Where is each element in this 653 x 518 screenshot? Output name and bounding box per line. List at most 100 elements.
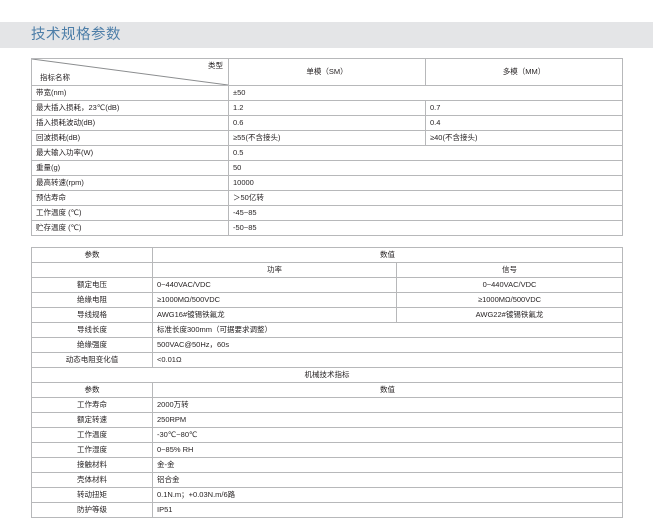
row-label: 转动扭矩 [31, 487, 153, 503]
row-value-power: AWG16#镀锡铁氟龙 [152, 307, 397, 323]
table-row: 额定电压 0~440VAC/VDC 0~440VAC/VDC [31, 277, 623, 293]
row-value-span: <0.01Ω [152, 352, 623, 368]
diagonal-header-cell: 类型 指标名称 [31, 58, 229, 86]
row-value-span: -30℃~80℃ [152, 427, 623, 443]
table-row: 预估寿命 ＞50亿转 [31, 190, 623, 206]
row-value-signal: 0~440VAC/VDC [396, 277, 623, 293]
row-label: 工作温度 (℃) [31, 205, 229, 221]
mech-header-value: 数值 [152, 382, 623, 398]
header-value: 数值 [152, 247, 623, 263]
row-value-signal: AWG22#镀锡铁氟龙 [396, 307, 623, 323]
table-row: 壳体材料 铝合金 [31, 472, 623, 488]
table-row: 接触材料 金-金 [31, 457, 623, 473]
row-label: 回波损耗(dB) [31, 130, 229, 146]
row-label: 最大输入功率(W) [31, 145, 229, 161]
row-label: 额定电压 [31, 277, 153, 293]
row-value-span: ±50 [228, 85, 623, 101]
row-value-span: 2000万转 [152, 397, 623, 413]
row-label: 绝缘强度 [31, 337, 153, 353]
mech-header-param: 参数 [31, 382, 153, 398]
optical-spec-table: 类型 指标名称 单模（SM） 多模（MM） 带宽(nm) ±50 最大插入损耗，… [31, 58, 623, 236]
table-row: 绝缘强度 500VAC@50Hz，60s [31, 337, 623, 353]
row-value-span: ＞50亿转 [228, 190, 623, 206]
table-row: 防护等级 IP51 [31, 502, 623, 518]
row-value-span: IP51 [152, 502, 623, 518]
row-value-span: 250RPM [152, 412, 623, 428]
row-value-sm: 1.2 [228, 100, 426, 116]
diagonal-divider-icon [32, 59, 228, 85]
row-value-span: 金-金 [152, 457, 623, 473]
row-value-span: -45~85 [228, 205, 623, 221]
table-row: 最高转速(rpm) 10000 [31, 175, 623, 191]
mechanical-section-title: 机械技术指标 [31, 367, 623, 383]
row-label: 最高转速(rpm) [31, 175, 229, 191]
table-row: 绝缘电阻 ≥1000MΩ/500VDC ≥1000MΩ/500VDC [31, 292, 623, 308]
table-row: 重量(g) 50 [31, 160, 623, 176]
row-value-sm: ≥55(不含接头) [228, 130, 426, 146]
subheader-blank [31, 262, 153, 278]
subheader-power: 功率 [152, 262, 397, 278]
row-label: 工作寿命 [31, 397, 153, 413]
mechanical-header-row: 参数 数值 [31, 382, 623, 398]
row-value-mm: 0.4 [425, 115, 623, 131]
table-row: 工作寿命 2000万转 [31, 397, 623, 413]
table-row: 导线长度 标准长度300mm（可据要求调整） [31, 322, 623, 338]
section-title-band [0, 22, 653, 48]
table-row: 转动扭矩 0.1N.m；+0.03N.m/6路 [31, 487, 623, 503]
row-label: 绝缘电阻 [31, 292, 153, 308]
row-value-span: 10000 [228, 175, 623, 191]
header-single-mode: 单模（SM） [228, 58, 426, 86]
table-row: 工作温度 (℃) -45~85 [31, 205, 623, 221]
electrical-mechanical-spec-table: 参数 数值 功率 信号 额定电压 0~440VAC/VDC 0~440VAC/V… [31, 247, 623, 518]
page-title: 技术规格参数 [31, 27, 121, 43]
row-value-power: 0~440VAC/VDC [152, 277, 397, 293]
subheader-signal: 信号 [396, 262, 623, 278]
row-value-span: 铝合金 [152, 472, 623, 488]
table-row: 插入损耗波动(dB) 0.6 0.4 [31, 115, 623, 131]
row-label: 动态电阻变化值 [31, 352, 153, 368]
row-value-span: -50~85 [228, 220, 623, 236]
header-param: 参数 [31, 247, 153, 263]
header-multi-mode: 多模（MM） [425, 58, 623, 86]
table-row: 导线规格 AWG16#镀锡铁氟龙 AWG22#镀锡铁氟龙 [31, 307, 623, 323]
table-row: 回波损耗(dB) ≥55(不含接头) ≥40(不含接头) [31, 130, 623, 146]
row-value-span: 50 [228, 160, 623, 176]
row-label: 插入损耗波动(dB) [31, 115, 229, 131]
row-value-mm: 0.7 [425, 100, 623, 116]
table-header-row: 类型 指标名称 单模（SM） 多模（MM） [31, 58, 623, 86]
row-value-span: 500VAC@50Hz，60s [152, 337, 623, 353]
row-value-span: 0.5 [228, 145, 623, 161]
row-label: 重量(g) [31, 160, 229, 176]
table-header-row: 参数 数值 [31, 247, 623, 263]
table-row: 额定转速 250RPM [31, 412, 623, 428]
row-label: 带宽(nm) [31, 85, 229, 101]
row-label: 最大插入损耗，23℃(dB) [31, 100, 229, 116]
row-label: 工作温度 [31, 427, 153, 443]
table-row: 工作湿度 0~85% RH [31, 442, 623, 458]
row-value-signal: ≥1000MΩ/500VDC [396, 292, 623, 308]
row-value-span: 0~85% RH [152, 442, 623, 458]
table-row: 带宽(nm) ±50 [31, 85, 623, 101]
row-label: 接触材料 [31, 457, 153, 473]
row-value-span: 标准长度300mm（可据要求调整） [152, 322, 623, 338]
row-label: 额定转速 [31, 412, 153, 428]
table-row: 动态电阻变化值 <0.01Ω [31, 352, 623, 368]
row-label: 防护等级 [31, 502, 153, 518]
table-subheader-row: 功率 信号 [31, 262, 623, 278]
row-label: 壳体材料 [31, 472, 153, 488]
mechanical-section-header-row: 机械技术指标 [31, 367, 623, 383]
header-type-label: 类型 [208, 61, 223, 70]
table-row: 贮存温度 (℃) -50~85 [31, 220, 623, 236]
row-label: 贮存温度 (℃) [31, 220, 229, 236]
row-value-sm: 0.6 [228, 115, 426, 131]
row-value-power: ≥1000MΩ/500VDC [152, 292, 397, 308]
table-row: 最大插入损耗，23℃(dB) 1.2 0.7 [31, 100, 623, 116]
row-label: 导线长度 [31, 322, 153, 338]
table-row: 最大输入功率(W) 0.5 [31, 145, 623, 161]
row-label: 工作湿度 [31, 442, 153, 458]
row-value-mm: ≥40(不含接头) [425, 130, 623, 146]
row-label: 导线规格 [31, 307, 153, 323]
table-row: 工作温度 -30℃~80℃ [31, 427, 623, 443]
row-value-span: 0.1N.m；+0.03N.m/6路 [152, 487, 623, 503]
